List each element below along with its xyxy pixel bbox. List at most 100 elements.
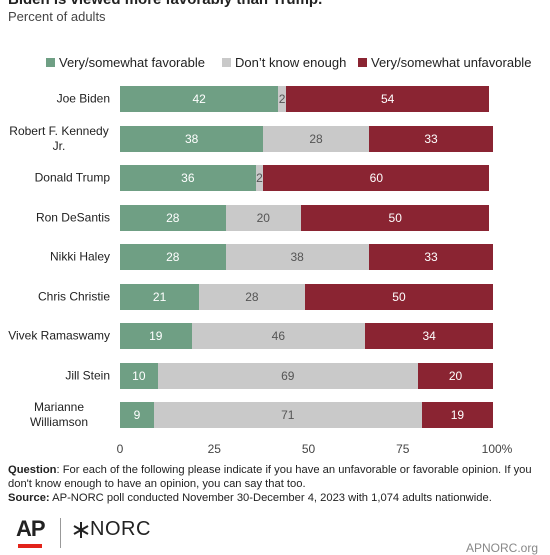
bar-segment [120,402,154,428]
data-label: 38 [184,131,199,146]
bar-segment [304,283,494,310]
category-label: Marianne Williamson [4,400,110,430]
category-text: Marianne Williamson [29,400,88,429]
bar-segment [120,244,226,270]
data-label: 20 [256,210,270,225]
category-text: Nikki Haley [49,249,110,264]
data-label: 38 [290,250,304,264]
question-text: : For each of the following please indic… [8,464,532,490]
ap-logo-bar [18,544,42,548]
data-label: 20 [448,368,463,383]
category-label: Chris Christie [4,289,110,304]
category-label: Donald Trump [4,171,110,186]
website: APNORC.org [466,541,539,555]
bar-segment [368,125,494,152]
legend-swatch [46,58,55,67]
norc-logo: NORC [90,518,151,540]
bar-segment [120,323,192,349]
bar-segment [365,323,494,349]
category-text: Donald Trump [34,170,110,185]
source-label: Source: [8,492,50,504]
bar-segment [225,204,301,231]
bar-segment [153,402,422,428]
data-label: 69 [281,368,295,383]
bar-segment [120,125,264,152]
data-label: 42 [192,92,206,106]
bar-segment [225,244,369,270]
logo-divider [60,518,61,548]
star-strokes [73,522,89,538]
category-label: Joe Biden [4,92,110,107]
data-label: 28 [166,210,180,225]
category-label: Ron DeSantis [4,210,110,225]
bar-segment [120,204,226,231]
data-label: 33 [424,131,438,146]
data-label: 28 [309,131,323,146]
bar-segment [199,283,305,310]
data-label: 60 [369,171,384,185]
x-tick-label: 100% [481,442,513,456]
data-label: 71 [281,408,295,422]
chart-title: Biden is viewed more favorably than Trum… [8,0,322,8]
data-label: 19 [149,329,163,343]
bar-segment [300,204,490,231]
bar-segment [120,362,158,389]
x-tick-label: 25 [207,442,221,456]
bar-segment [368,244,494,270]
legend-label: Very/somewhat unfavorable [371,55,532,70]
data-label: 21 [152,289,167,304]
bar-segment [417,362,494,389]
data-label: 10 [132,368,146,383]
bar-segment [263,165,490,191]
bar-segment [191,323,366,349]
norc-star [73,522,89,538]
bar-segment [421,402,494,428]
data-label: 46 [271,329,286,343]
bar-segment [120,283,200,310]
x-tick-label: 0 [116,442,124,456]
data-label: 19 [450,408,465,422]
legend-swatch [358,58,367,67]
category-text: Robert F. Kennedy Jr. [9,123,109,153]
source-text: AP-NORC poll conducted November 30-Decem… [49,492,492,504]
legend-label: Very/somewhat favorable [59,55,205,70]
data-label: 2 [278,92,286,106]
data-label: 28 [245,289,259,304]
legend-swatch [222,58,231,67]
question-note: Question: For each of the following plea… [8,463,543,491]
bar-segment [120,86,279,112]
category-text: Vivek Ramaswamy [8,328,110,343]
data-label: 9 [133,408,141,422]
legend-item: Don’t know enough [222,55,346,70]
bar-segment [120,165,256,191]
legend-label: Don’t know enough [235,55,347,70]
data-label: 50 [392,289,406,304]
chart-subtitle: Percent of adults [8,9,106,24]
category-label: Vivek Ramaswamy [4,329,110,344]
data-label: 34 [422,329,436,343]
ap-logo: AP [16,516,46,541]
x-tick-label: 75 [396,442,410,456]
legend-item: Very/somewhat unfavorable [358,55,531,70]
question-label: Question [8,464,57,476]
data-label: 50 [388,210,402,225]
bar-segment [255,165,264,191]
source-note: Source: AP-NORC poll conducted November … [8,491,543,505]
legend-item: Very/somewhat favorable [46,55,205,70]
data-label: 54 [380,92,395,106]
bar-segment [157,362,418,389]
category-text: Ron DeSantis [35,210,110,224]
x-tick-label: 50 [301,442,316,456]
data-label: 36 [181,171,195,185]
bar-segment [263,125,369,152]
data-label: 2 [256,171,263,185]
data-label: 28 [166,250,180,264]
category-label: Nikki Haley [4,250,110,265]
bar-segment [278,86,286,112]
data-label: 33 [424,250,438,264]
category-text: Chris Christie [37,289,110,303]
category-label: Robert F. Kennedy Jr. [4,124,110,154]
category-label: Jill Stein [4,368,110,383]
category-text: Joe Biden [56,91,110,106]
